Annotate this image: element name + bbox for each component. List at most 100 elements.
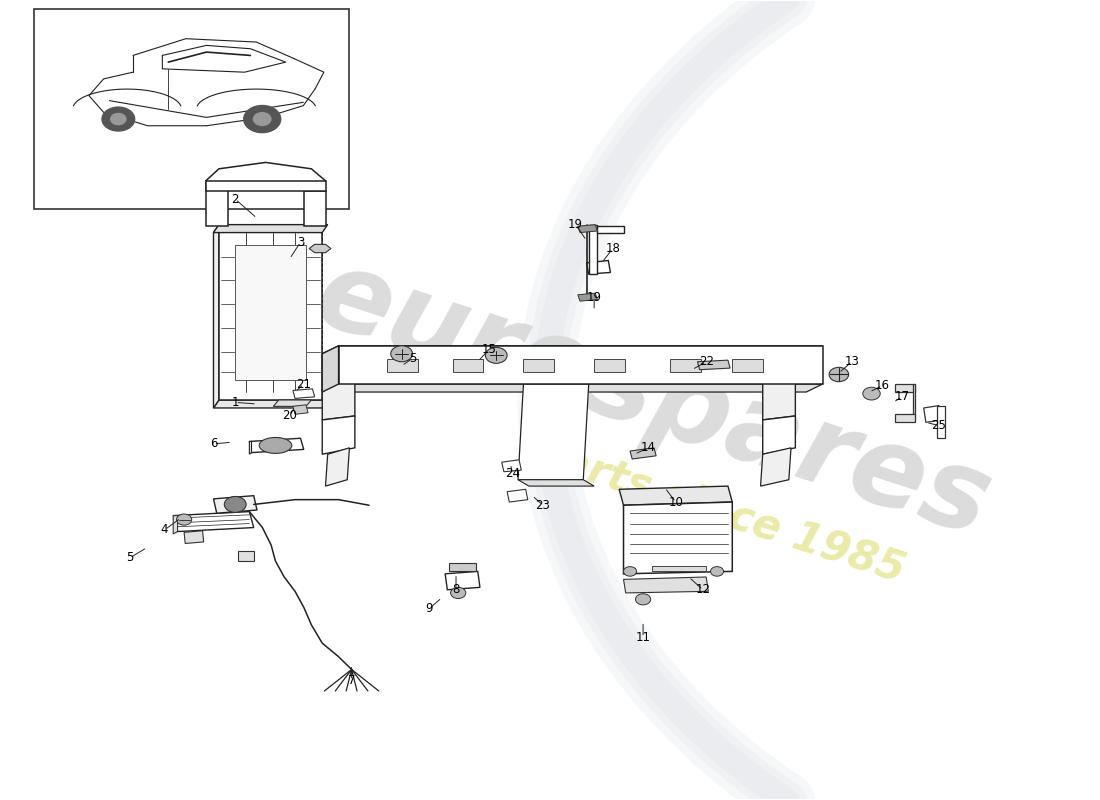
Polygon shape xyxy=(518,384,589,480)
Text: 4: 4 xyxy=(161,523,168,537)
Circle shape xyxy=(224,497,246,513)
Text: 23: 23 xyxy=(536,498,550,512)
Polygon shape xyxy=(913,384,915,416)
Text: 9: 9 xyxy=(425,602,432,615)
Text: 2: 2 xyxy=(231,193,239,206)
Polygon shape xyxy=(594,358,625,372)
Circle shape xyxy=(253,113,271,126)
Polygon shape xyxy=(578,225,597,233)
Polygon shape xyxy=(213,496,257,514)
Circle shape xyxy=(862,387,880,400)
Text: 15: 15 xyxy=(481,343,496,356)
Polygon shape xyxy=(219,225,322,400)
Text: 22: 22 xyxy=(698,355,714,368)
Polygon shape xyxy=(322,384,823,392)
Polygon shape xyxy=(502,460,521,472)
Circle shape xyxy=(244,106,280,133)
Polygon shape xyxy=(206,183,228,226)
Circle shape xyxy=(624,566,637,576)
Circle shape xyxy=(485,347,507,363)
Polygon shape xyxy=(588,225,597,274)
Polygon shape xyxy=(762,354,795,420)
Circle shape xyxy=(711,566,724,576)
Polygon shape xyxy=(213,225,328,233)
Polygon shape xyxy=(524,358,554,372)
Polygon shape xyxy=(326,448,350,486)
Polygon shape xyxy=(597,226,624,233)
Polygon shape xyxy=(578,293,597,301)
Polygon shape xyxy=(924,406,943,422)
Polygon shape xyxy=(250,442,252,454)
Polygon shape xyxy=(624,502,733,574)
Polygon shape xyxy=(760,448,791,486)
Circle shape xyxy=(111,114,125,125)
Polygon shape xyxy=(273,400,311,406)
Text: 19: 19 xyxy=(586,291,602,305)
Text: 13: 13 xyxy=(845,355,859,368)
Bar xyxy=(34,10,350,209)
Text: 25: 25 xyxy=(932,419,946,432)
Polygon shape xyxy=(293,389,315,398)
Polygon shape xyxy=(619,486,733,506)
Polygon shape xyxy=(206,181,326,191)
Polygon shape xyxy=(507,490,528,502)
Text: 1: 1 xyxy=(231,396,239,409)
Circle shape xyxy=(829,367,849,382)
Polygon shape xyxy=(322,346,339,392)
Polygon shape xyxy=(387,358,418,372)
Text: 8: 8 xyxy=(452,583,460,596)
Polygon shape xyxy=(239,551,254,561)
Polygon shape xyxy=(762,416,795,454)
Text: 3: 3 xyxy=(297,236,305,249)
Polygon shape xyxy=(697,360,730,370)
Circle shape xyxy=(451,587,465,598)
Text: eurospares: eurospares xyxy=(304,241,1004,559)
Text: 21: 21 xyxy=(296,378,311,390)
Polygon shape xyxy=(453,358,483,372)
Polygon shape xyxy=(518,480,594,486)
Polygon shape xyxy=(895,384,915,392)
Text: 6: 6 xyxy=(210,438,217,450)
Polygon shape xyxy=(184,530,204,543)
Text: 16: 16 xyxy=(874,379,890,392)
Polygon shape xyxy=(450,563,475,571)
Text: 12: 12 xyxy=(695,583,711,596)
Polygon shape xyxy=(937,406,946,438)
Polygon shape xyxy=(213,225,219,408)
Text: 18: 18 xyxy=(605,242,620,255)
Text: parts since 1985: parts since 1985 xyxy=(528,431,911,592)
Polygon shape xyxy=(173,515,177,534)
Polygon shape xyxy=(322,346,823,354)
Polygon shape xyxy=(173,512,254,531)
Text: 5: 5 xyxy=(409,352,416,365)
Text: 7: 7 xyxy=(348,674,355,687)
Polygon shape xyxy=(213,400,328,408)
Text: 20: 20 xyxy=(283,410,297,422)
Polygon shape xyxy=(733,358,762,372)
Text: 17: 17 xyxy=(894,390,910,403)
Polygon shape xyxy=(260,438,292,454)
Polygon shape xyxy=(586,261,611,274)
Text: 10: 10 xyxy=(669,495,683,509)
Polygon shape xyxy=(895,414,915,422)
Circle shape xyxy=(390,346,412,362)
Polygon shape xyxy=(309,244,331,253)
Polygon shape xyxy=(293,405,308,414)
Polygon shape xyxy=(652,566,706,571)
Polygon shape xyxy=(446,571,480,590)
Polygon shape xyxy=(235,245,306,380)
Text: 5: 5 xyxy=(126,551,133,564)
Polygon shape xyxy=(322,416,355,454)
Circle shape xyxy=(636,594,651,605)
Circle shape xyxy=(176,514,191,525)
Polygon shape xyxy=(250,438,304,453)
Text: 11: 11 xyxy=(636,631,650,644)
Text: 24: 24 xyxy=(505,467,520,480)
Polygon shape xyxy=(670,358,701,372)
Polygon shape xyxy=(630,448,656,459)
Text: 19: 19 xyxy=(569,218,583,231)
Polygon shape xyxy=(339,346,823,384)
Circle shape xyxy=(102,107,134,131)
Text: 14: 14 xyxy=(641,442,656,454)
Polygon shape xyxy=(304,191,326,226)
